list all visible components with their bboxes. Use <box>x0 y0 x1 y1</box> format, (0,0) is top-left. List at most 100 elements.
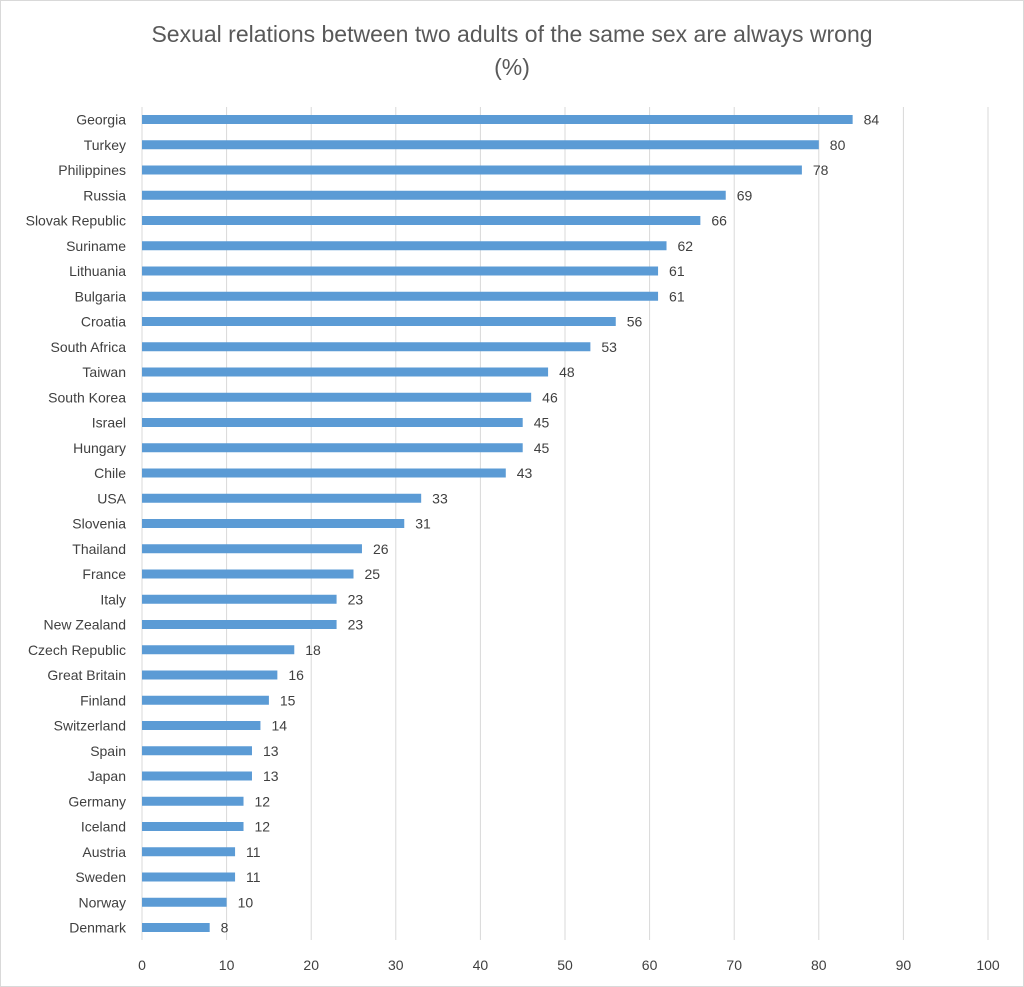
data-label: 18 <box>305 642 321 658</box>
chart-subtitle: (%) <box>494 54 530 80</box>
category-label: South Africa <box>51 339 127 355</box>
category-label: Thailand <box>72 541 126 557</box>
data-label: 69 <box>737 187 753 203</box>
bar <box>142 493 422 503</box>
category-label: Lithuania <box>69 263 126 279</box>
category-label: New Zealand <box>44 617 127 633</box>
bar <box>142 746 252 756</box>
bar <box>142 822 244 831</box>
category-label: Philippines <box>58 162 126 178</box>
data-label: 26 <box>373 541 389 557</box>
data-label: 12 <box>255 793 271 809</box>
data-label: 45 <box>534 440 550 456</box>
data-label: 25 <box>365 566 381 582</box>
data-label: 8 <box>221 920 229 936</box>
bar <box>142 519 405 528</box>
data-label: 23 <box>348 617 364 633</box>
data-label: 46 <box>542 389 558 405</box>
bar <box>142 418 523 427</box>
category-label: Spain <box>90 743 126 759</box>
data-label: 84 <box>864 112 880 128</box>
bar <box>142 367 549 377</box>
data-label: 66 <box>711 213 727 229</box>
bar <box>142 620 337 629</box>
data-label: 14 <box>271 718 287 734</box>
category-labels: Georgia Turkey Philippines Russia Slovak Rep… <box>26 112 127 936</box>
bar <box>142 897 227 907</box>
bar <box>142 670 278 680</box>
data-label: 48 <box>559 364 575 380</box>
data-label: 15 <box>280 692 296 708</box>
category-label: Turkey <box>84 137 126 153</box>
category-label: France <box>82 566 126 582</box>
category-label: Hungary <box>73 440 126 456</box>
category-label: Croatia <box>81 314 126 330</box>
category-label: USA <box>97 490 126 506</box>
category-label: Norway <box>79 894 126 910</box>
data-label: 80 <box>830 137 846 153</box>
category-label: Russia <box>83 187 126 203</box>
data-label: 23 <box>348 591 364 607</box>
data-label: 53 <box>601 339 617 355</box>
category-label: Taiwan <box>82 364 126 380</box>
category-label: Austria <box>82 844 126 860</box>
x-tick-label: 100 <box>976 957 1000 973</box>
x-tick-label: 0 <box>138 957 146 973</box>
x-tick-label: 20 <box>303 957 319 973</box>
bar <box>142 342 591 352</box>
bar <box>142 695 269 705</box>
bar <box>142 594 337 604</box>
data-label: 56 <box>627 314 643 330</box>
data-label: 33 <box>432 490 448 506</box>
category-label: Finland <box>80 692 126 708</box>
category-label: Israel <box>92 415 126 431</box>
x-tick-label: 40 <box>473 957 489 973</box>
data-label: 10 <box>238 894 254 910</box>
x-tick-label: 30 <box>388 957 404 973</box>
data-label: 45 <box>534 415 550 431</box>
bar <box>142 544 362 554</box>
category-label: Japan <box>88 768 126 784</box>
data-label: 13 <box>263 768 279 784</box>
data-label: 43 <box>517 465 533 481</box>
bar <box>142 443 523 453</box>
data-label: 61 <box>669 288 685 304</box>
category-label: Great Britain <box>47 667 126 683</box>
data-label: 12 <box>255 819 271 835</box>
data-label: 62 <box>678 238 694 254</box>
chart-title: Sexual relations between two adults of t… <box>0 18 1024 84</box>
category-label: Denmark <box>69 920 127 936</box>
data-label: 11 <box>246 869 261 885</box>
category-label: Switzerland <box>54 718 126 734</box>
bar <box>142 140 819 150</box>
bar <box>142 847 236 857</box>
bar <box>142 317 616 326</box>
chart-title-text: Sexual relations between two adults of t… <box>151 21 873 47</box>
data-label: 61 <box>669 263 685 279</box>
x-axis-ticks: 0 10 20 30 40 50 60 70 80 90 100 <box>138 957 1000 973</box>
bar <box>142 468 506 478</box>
category-label: Slovenia <box>72 516 126 532</box>
data-label: 31 <box>415 516 431 532</box>
bar <box>142 771 252 781</box>
data-label: 11 <box>246 844 261 860</box>
category-label: Germany <box>68 793 126 809</box>
bar <box>142 266 659 276</box>
bar <box>142 291 659 301</box>
bar <box>142 241 667 251</box>
data-label: 16 <box>288 667 304 683</box>
bar <box>142 115 853 124</box>
bar <box>142 923 210 932</box>
category-label: Bulgaria <box>75 288 127 304</box>
bar <box>142 165 802 175</box>
x-tick-label: 10 <box>219 957 235 973</box>
bar <box>142 796 244 806</box>
x-tick-label: 50 <box>557 957 573 973</box>
value-labels: 8480786966626161565348464545433331262523… <box>221 112 880 936</box>
data-label: 78 <box>813 162 829 178</box>
category-label: Chile <box>94 465 126 481</box>
bar <box>142 216 701 225</box>
bars <box>142 115 853 932</box>
x-tick-label: 70 <box>726 957 742 973</box>
x-tick-label: 90 <box>896 957 912 973</box>
